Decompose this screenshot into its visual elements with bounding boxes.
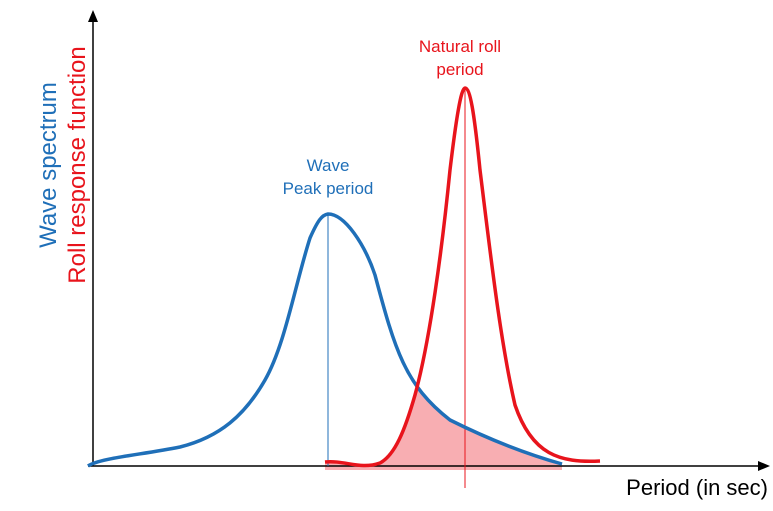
roll-response-curve: [324, 86, 601, 468]
roll-period-annotation: Natural roll period: [400, 35, 520, 81]
y-label-roll-response: Roll response function: [64, 46, 91, 284]
roll-period-line2: period: [436, 60, 484, 79]
x-axis-arrow-icon: [758, 461, 770, 471]
roll-period-line1: Natural roll: [418, 37, 502, 56]
wave-peak-line2: Peak period: [282, 179, 374, 198]
x-axis-label: Period (in sec): [626, 475, 768, 500]
wave-peak-annotation: Wave Peak period: [268, 154, 388, 200]
y-axis-label: Wave spectrum Roll response function: [35, 5, 91, 325]
y-axis-arrow-icon: [88, 10, 98, 22]
wave-spectrum-curve: [87, 212, 563, 468]
y-label-wave-spectrum: Wave spectrum: [35, 82, 62, 248]
overlap-region: [325, 214, 562, 470]
wave-peak-line1: Wave: [306, 156, 350, 175]
